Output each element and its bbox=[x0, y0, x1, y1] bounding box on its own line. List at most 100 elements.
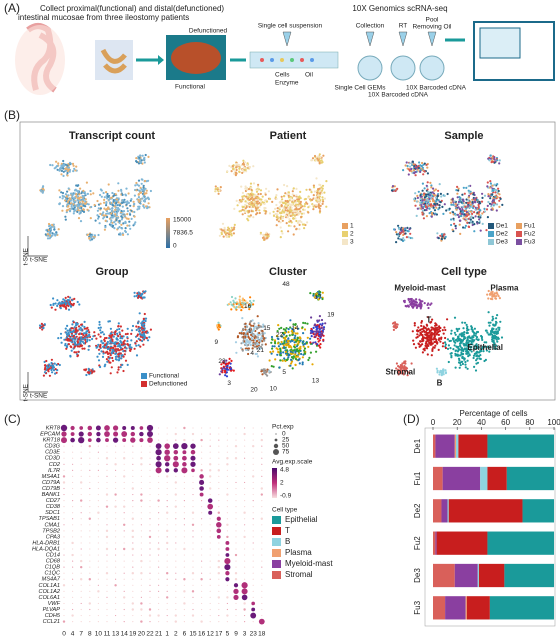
cell-dot bbox=[424, 327, 427, 330]
cell-dot bbox=[466, 218, 469, 221]
cell-dot bbox=[294, 323, 297, 326]
cell-dot bbox=[436, 232, 439, 235]
expression-dot bbox=[261, 433, 263, 435]
cell-dot bbox=[252, 334, 255, 337]
cell-dot bbox=[72, 197, 76, 200]
cell-dot bbox=[485, 229, 488, 232]
cell-dot bbox=[61, 205, 65, 208]
cell-dot bbox=[304, 352, 307, 355]
cell-dot bbox=[232, 228, 235, 231]
cell-dot bbox=[252, 342, 256, 345]
cluster-tick-label: 20 bbox=[138, 631, 146, 638]
cell-dot bbox=[307, 358, 310, 362]
cell-dot bbox=[451, 197, 454, 200]
cell-dot bbox=[86, 330, 89, 333]
cell-dot bbox=[222, 361, 225, 364]
cell-dot bbox=[287, 339, 290, 343]
cell-dot bbox=[478, 218, 481, 221]
expression-dot bbox=[157, 499, 160, 502]
cell-dot bbox=[476, 330, 480, 334]
cell-dot bbox=[71, 162, 75, 165]
expression-dot bbox=[235, 475, 237, 477]
cell-dot bbox=[495, 203, 499, 206]
cell-dot bbox=[294, 350, 297, 353]
cell-dot bbox=[67, 343, 70, 346]
cell-dot bbox=[272, 350, 275, 353]
cell-dot bbox=[113, 221, 116, 224]
panel-label: (A) bbox=[4, 1, 20, 15]
cell-dot bbox=[279, 226, 282, 229]
cell-dot bbox=[421, 182, 424, 185]
cell-dot bbox=[420, 324, 423, 327]
cell-dot bbox=[141, 188, 144, 192]
cell-dot bbox=[116, 348, 120, 351]
expression-dot bbox=[155, 461, 162, 468]
cell-dot bbox=[257, 343, 260, 346]
cell-dot bbox=[241, 213, 244, 216]
cell-dot bbox=[302, 321, 305, 324]
cell-dot bbox=[428, 197, 431, 200]
cell-dot bbox=[276, 353, 279, 356]
cell-dot bbox=[133, 222, 136, 226]
expression-dot bbox=[88, 444, 92, 448]
gene-label: COL1A2 bbox=[39, 589, 61, 595]
cell-dot bbox=[391, 185, 395, 188]
cell-dot bbox=[236, 204, 239, 207]
cell-dot bbox=[108, 223, 111, 226]
expression-dot bbox=[78, 436, 85, 444]
expression-dot bbox=[244, 475, 246, 477]
cell-dot bbox=[142, 332, 146, 335]
cell-dot bbox=[68, 168, 71, 171]
cell-dot bbox=[444, 235, 447, 238]
cell-dot bbox=[402, 230, 405, 233]
cell-dot bbox=[463, 335, 466, 339]
expression-dot bbox=[123, 481, 125, 484]
cell-dot bbox=[258, 209, 261, 212]
cell-dot bbox=[397, 237, 400, 240]
expression-dot bbox=[106, 500, 108, 502]
cell-dot bbox=[136, 333, 139, 336]
cell-dot bbox=[102, 350, 105, 353]
cell-dot bbox=[454, 227, 457, 230]
cell-dot bbox=[399, 371, 402, 374]
cell-dot bbox=[478, 220, 481, 223]
expression-dot bbox=[261, 506, 263, 508]
expression-dot bbox=[113, 431, 119, 437]
cell-dot bbox=[73, 338, 77, 341]
expression-dot bbox=[192, 493, 194, 496]
expression-dot bbox=[149, 518, 151, 520]
cell-dot bbox=[405, 161, 408, 164]
cell-dot bbox=[492, 345, 495, 348]
expression-dot bbox=[115, 512, 117, 514]
cell-dot bbox=[305, 188, 308, 191]
cell-dot bbox=[235, 166, 238, 169]
cell-dot bbox=[458, 223, 461, 226]
cell-dot bbox=[427, 316, 430, 319]
gene-label: MS4A7 bbox=[42, 577, 61, 583]
cell-dot bbox=[72, 164, 75, 167]
cell-dot bbox=[118, 204, 121, 207]
expression-dot bbox=[158, 518, 160, 520]
cell-dot bbox=[290, 206, 293, 209]
step-text: Cells bbox=[275, 72, 290, 79]
cell-dot bbox=[492, 324, 495, 327]
cell-dot bbox=[247, 219, 250, 222]
step-text: intestinal mucosae from three ileostomy … bbox=[18, 13, 189, 22]
cell-dot bbox=[238, 295, 241, 298]
expression-dot bbox=[235, 463, 237, 465]
cell-dot bbox=[137, 184, 141, 187]
cell-dot bbox=[270, 341, 273, 344]
cell-dot bbox=[406, 229, 409, 233]
cell-dot bbox=[83, 320, 86, 323]
expression-dot bbox=[174, 493, 177, 496]
cell-dot bbox=[404, 232, 407, 235]
cell-dot bbox=[70, 192, 73, 195]
cell-dot bbox=[297, 327, 300, 330]
cell-dot bbox=[72, 321, 75, 324]
cell-dot bbox=[403, 299, 406, 302]
cell-dot bbox=[425, 184, 428, 187]
cell-dot bbox=[404, 368, 408, 371]
cell-dot bbox=[449, 347, 452, 350]
cell-dot bbox=[302, 345, 305, 348]
expression-dot bbox=[132, 481, 134, 484]
